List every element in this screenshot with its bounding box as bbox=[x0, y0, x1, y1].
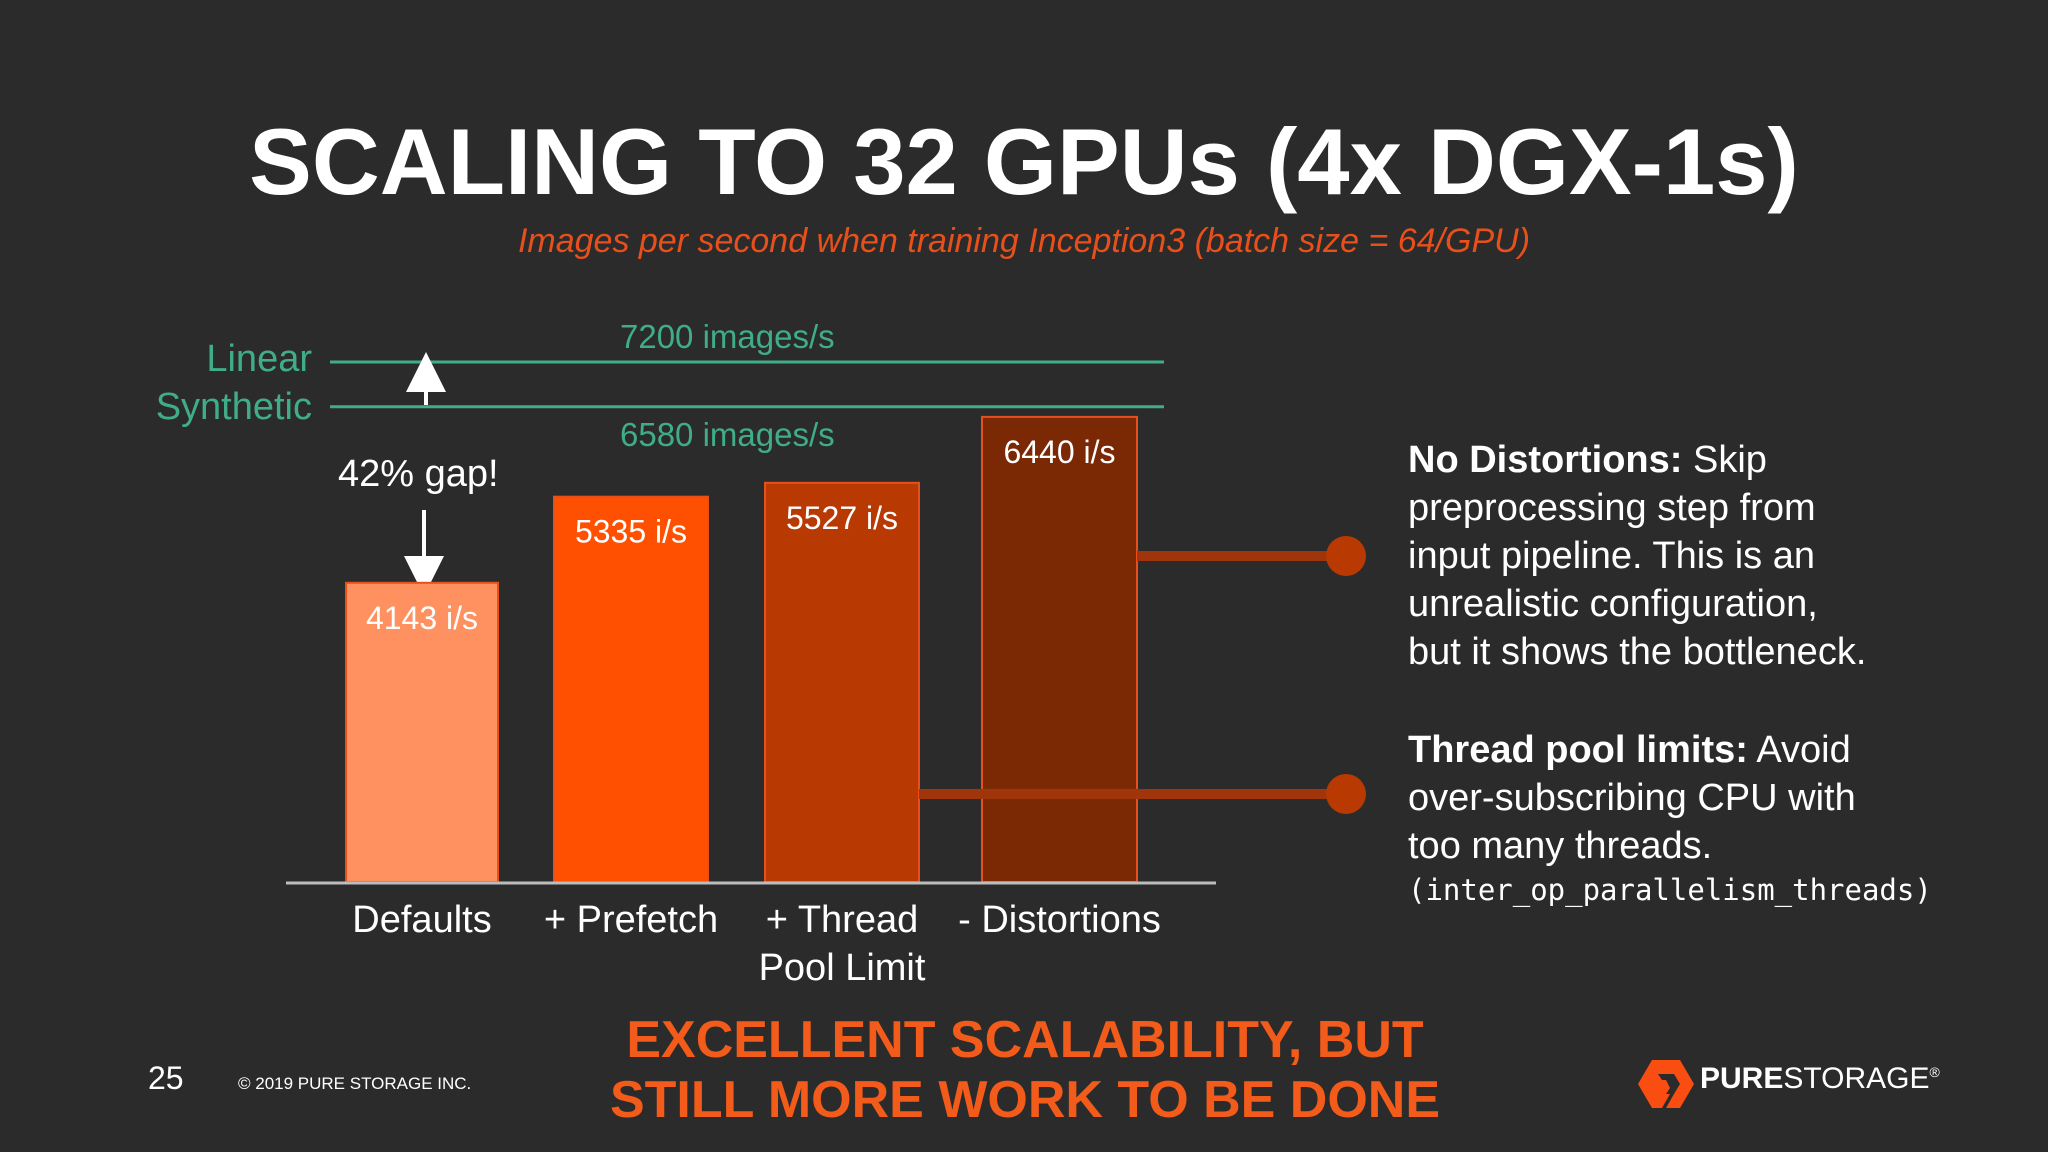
distortions-connector-dot bbox=[1326, 536, 1366, 576]
conclusion-banner: EXCELLENT SCALABILITY, BUT STILL MORE WO… bbox=[500, 1010, 1550, 1130]
logo-wordmark: PURESTORAGE® bbox=[1700, 1062, 1940, 1096]
threads-connector-dot bbox=[1326, 774, 1366, 814]
bar-value-label: 4143 i/s bbox=[366, 600, 478, 636]
distortions-callout-line: input pipeline. This is an bbox=[1408, 535, 1815, 577]
banner-line: STILL MORE WORK TO BE DONE bbox=[609, 1071, 1441, 1129]
copyright: © 2019 PURE STORAGE INC. bbox=[238, 1074, 472, 1093]
gap-label: 42% gap! bbox=[338, 453, 499, 495]
banner-line: EXCELLENT SCALABILITY, BUT bbox=[626, 1011, 1424, 1069]
distortions-callout-line: unrealistic configuration, bbox=[1408, 583, 1818, 625]
distortions-callout-line: preprocessing step from bbox=[1408, 487, 1816, 529]
threads-callout-text: Avoid bbox=[1747, 729, 1851, 771]
threads-callout-line: over-subscribing CPU with bbox=[1408, 777, 1856, 819]
threads-callout-heading: Thread pool limits: bbox=[1408, 729, 1748, 771]
slide-title: SCALING TO 32 GPUs (4x DGX-1s) bbox=[249, 109, 1799, 214]
distortions-callout-line: but it shows the bottleneck. bbox=[1408, 631, 1867, 673]
bar-1 bbox=[345, 581, 499, 883]
threads-callout: Thread pool limits: Avoid over-subscribi… bbox=[1408, 726, 2008, 910]
logo-bold: PURE bbox=[1700, 1062, 1784, 1095]
linear-value-label: 7200 images/s bbox=[620, 318, 835, 355]
bar-value-label: 5527 i/s bbox=[786, 500, 898, 536]
x-tick-label: + Thread bbox=[766, 899, 918, 941]
logo-registered-mark: ® bbox=[1929, 1064, 1940, 1080]
distortions-callout-heading: No Distortions: bbox=[1408, 439, 1683, 481]
distortions-callout: No Distortions: Skip preprocessing step … bbox=[1408, 436, 2008, 676]
logo-light: STORAGE bbox=[1783, 1062, 1930, 1095]
chart-subtitle: Images per second when training Inceptio… bbox=[517, 222, 1531, 260]
linear-label: Linear bbox=[206, 338, 312, 380]
x-tick-label: Pool Limit bbox=[759, 947, 926, 989]
bar-4 bbox=[981, 415, 1138, 883]
synthetic-value-label: 6580 images/s bbox=[620, 416, 835, 453]
threads-callout-code: (inter_op_parallelism_threads) bbox=[1408, 873, 1932, 907]
bar-value-label: 6440 i/s bbox=[1003, 434, 1115, 470]
x-tick-label: Defaults bbox=[352, 899, 491, 941]
page-number: 25 bbox=[148, 1060, 184, 1096]
bar-2 bbox=[553, 495, 709, 883]
bar-value-label: 5335 i/s bbox=[575, 514, 687, 550]
synthetic-label: Synthetic bbox=[155, 386, 312, 428]
distortions-callout-text: Skip bbox=[1682, 439, 1767, 481]
bar-3 bbox=[764, 481, 920, 883]
x-tick-label: - Distortions bbox=[958, 899, 1161, 941]
threads-callout-line: too many threads. bbox=[1408, 825, 1713, 867]
x-tick-label: + Prefetch bbox=[544, 899, 718, 941]
pure-storage-logo-icon bbox=[1638, 1060, 1694, 1108]
